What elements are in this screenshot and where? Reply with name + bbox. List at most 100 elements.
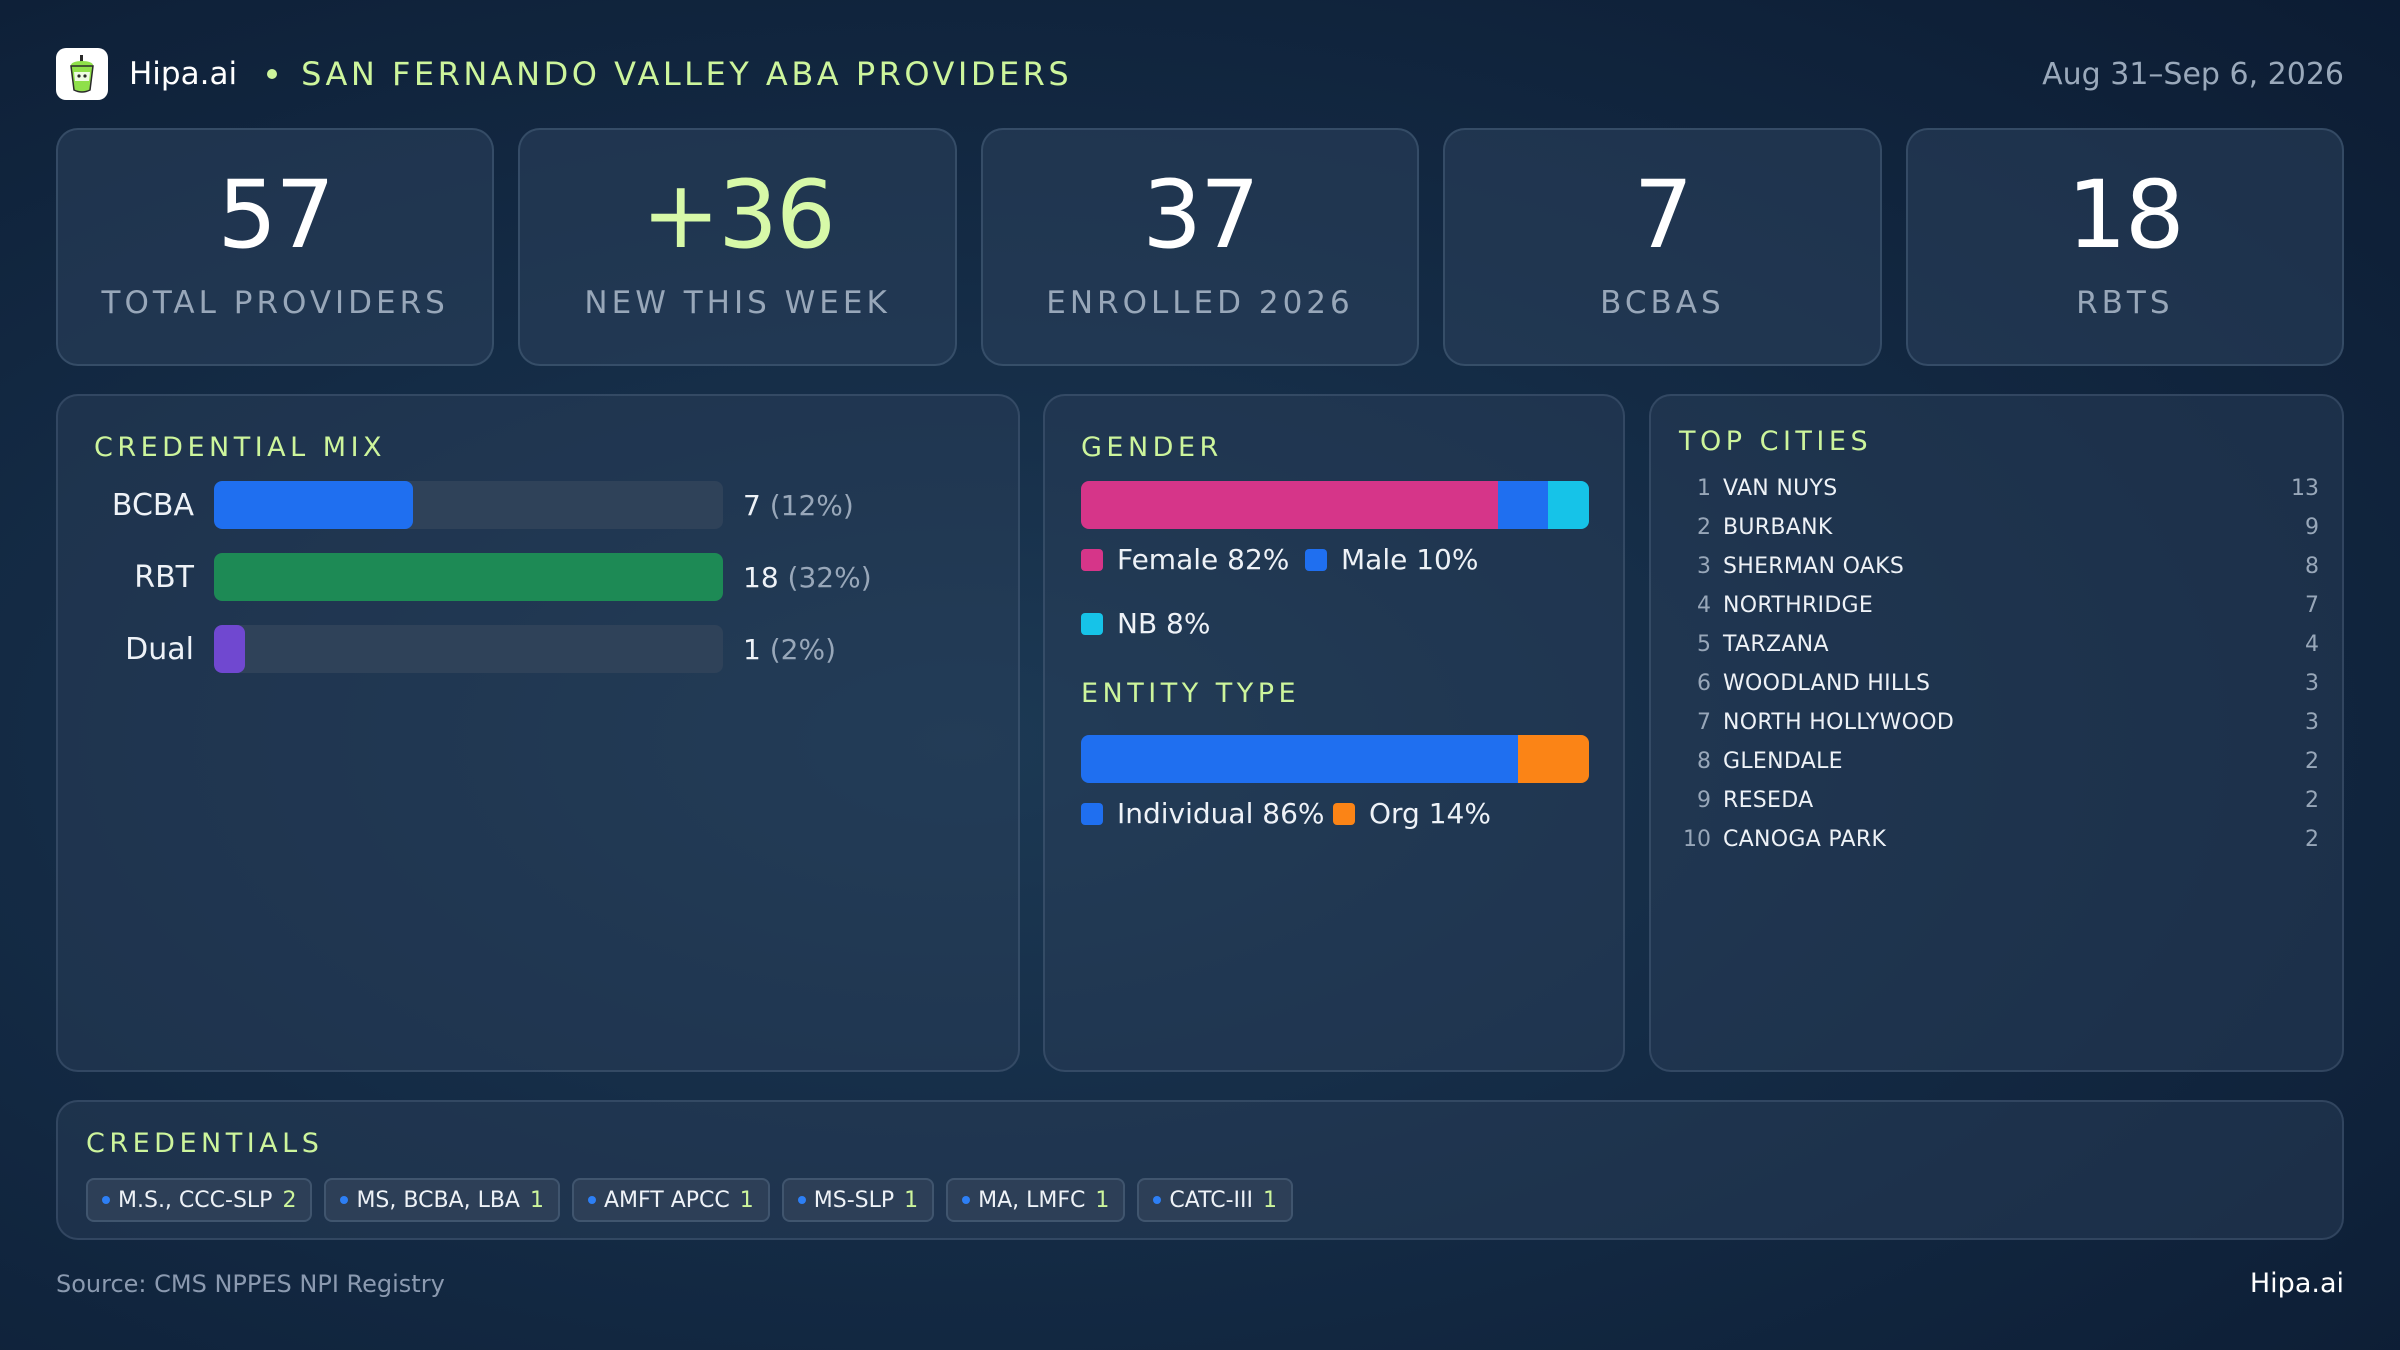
legend-swatch (1305, 548, 1327, 571)
credential-row-bcba: BCBA 7 (12%) (58, 481, 854, 529)
city-rank: 2 (1697, 515, 1711, 540)
footer-brand: Hipa.ai (2249, 1268, 2344, 1299)
separator-dot (267, 69, 278, 79)
city-rank: 6 (1697, 671, 1711, 696)
city-row: 2 BURBANK 9 (1679, 508, 2319, 547)
legend-label: Male 10% (1341, 543, 1479, 576)
stat-value: 18 (2067, 161, 2185, 270)
legend-swatch (1081, 612, 1103, 635)
date-range: Aug 31–Sep 6, 2026 (2042, 56, 2344, 92)
gender-segment-female (1081, 481, 1498, 529)
city-count: 13 (2291, 476, 2319, 501)
tag-count: 2 (282, 1187, 297, 1213)
stat-card-bcbas: 7 BCBAS (1443, 128, 1882, 366)
credential-tag[interactable]: AMFT APCC 1 (571, 1178, 770, 1222)
city-name: NORTH HOLLYWOOD (1723, 710, 1955, 735)
tag-label: M.S., CCC-SLP (118, 1187, 273, 1213)
stat-label: NEW THIS WEEK (584, 285, 891, 321)
city-rank: 10 (1683, 827, 1711, 852)
credential-row-rbt: RBT 18 (32%) (58, 553, 872, 601)
city-count: 9 (2305, 515, 2319, 540)
bullet-dot-icon (1153, 1196, 1162, 1204)
city-count: 3 (2305, 671, 2319, 696)
brand-name: Hipa.ai (129, 56, 238, 92)
city-row: 5 TARZANA 4 (1679, 625, 2319, 664)
legend-male: Male 10% (1305, 543, 1478, 576)
legend-org: Org 14% (1333, 797, 1491, 830)
city-rank: 4 (1697, 593, 1711, 618)
tag-label: MS-SLP (813, 1187, 895, 1213)
panel-title: ENTITY TYPE (1081, 678, 1301, 709)
stat-label: ENROLLED 2026 (1046, 285, 1354, 321)
stat-card-new-this-week: +36 NEW THIS WEEK (518, 128, 957, 366)
stat-value: +36 (641, 161, 835, 270)
logo (56, 48, 108, 100)
tag-count: 1 (529, 1187, 544, 1213)
bar-fill (214, 553, 723, 601)
legend-nb: NB 8% (1081, 607, 1210, 640)
credential-value: 1 (2%) (743, 633, 836, 666)
city-rank: 5 (1697, 632, 1711, 657)
city-row: 4 NORTHRIDGE 7 (1679, 586, 2319, 625)
stat-cards: 57 TOTAL PROVIDERS +36 NEW THIS WEEK 37 … (56, 128, 2345, 366)
city-count: 3 (2305, 710, 2319, 735)
legend-swatch (1081, 548, 1103, 571)
credential-row-dual: Dual 1 (2%) (58, 625, 836, 673)
tag-count: 1 (904, 1187, 919, 1213)
tag-label: MA, LMFC (978, 1187, 1086, 1213)
stat-label: RBTS (2076, 285, 2174, 321)
city-rank: 1 (1697, 476, 1711, 501)
legend-female: Female 82% (1081, 543, 1289, 576)
stat-card-total-providers: 57 TOTAL PROVIDERS (56, 128, 495, 366)
bar-fill (214, 481, 413, 529)
credential-percent: (32%) (787, 560, 872, 594)
city-rank: 7 (1697, 710, 1711, 735)
stat-card-rbts: 18 RBTS (1905, 128, 2345, 366)
city-name: NORTHRIDGE (1723, 593, 1874, 618)
drink-cup-icon (70, 55, 94, 93)
credential-tag[interactable]: MA, LMFC 1 (946, 1178, 1126, 1222)
city-row: 1 VAN NUYS 13 (1679, 469, 2319, 508)
bar-track (214, 553, 723, 601)
legend-swatch (1081, 802, 1103, 825)
stat-label: TOTAL PROVIDERS (101, 285, 449, 321)
city-rank: 8 (1697, 749, 1711, 774)
city-count: 7 (2305, 593, 2319, 618)
credential-tag[interactable]: MS-SLP 1 (781, 1178, 935, 1222)
credential-value: 7 (12%) (743, 489, 854, 522)
legend-label: Female 82% (1117, 543, 1290, 576)
panel-title: GENDER (1081, 432, 1223, 463)
credential-count: 7 (743, 488, 761, 522)
credential-tag[interactable]: MS, BCBA, LBA 1 (324, 1178, 560, 1222)
stat-value: 57 (217, 161, 335, 270)
credential-tag[interactable]: CATC-III 1 (1137, 1178, 1294, 1222)
city-count: 2 (2305, 827, 2319, 852)
credential-tag[interactable]: M.S., CCC-SLP 2 (86, 1178, 313, 1222)
top-cities-panel: TOP CITIES 1 VAN NUYS 13 2 BURBANK 9 3 SHERMA… (1649, 394, 2344, 1072)
credential-name: BCBA (111, 487, 194, 523)
tag-count: 1 (1263, 1187, 1278, 1213)
entity-stacked-bar (1081, 735, 1589, 783)
city-name: WOODLAND HILLS (1723, 671, 1931, 696)
gender-segment-nb (1548, 481, 1589, 529)
city-rank: 9 (1697, 788, 1711, 813)
tag-label: MS, BCBA, LBA (356, 1187, 520, 1213)
credential-percent: (2%) (769, 632, 837, 666)
city-count: 2 (2305, 749, 2319, 774)
city-count: 2 (2305, 788, 2319, 813)
gender-segment-male (1497, 481, 1549, 529)
bullet-dot-icon (962, 1196, 971, 1204)
credential-tags: M.S., CCC-SLP 2 MS, BCBA, LBA 1 AMFT APCC 1… (86, 1178, 1294, 1222)
city-name: CANOGA PARK (1723, 827, 1887, 852)
panel-title: CREDENTIAL MIX (94, 432, 387, 463)
bullet-dot-icon (102, 1196, 110, 1204)
stat-value: 7 (1633, 161, 1694, 270)
city-name: SHERMAN OAKS (1723, 554, 1905, 579)
stat-card-enrolled: 37 ENROLLED 2026 (980, 128, 1420, 366)
gender-panel: GENDER Female 82% Male 10% NB 8% ENTITY … (1043, 394, 1625, 1072)
city-row: 10 CANOGA PARK 2 (1679, 820, 2319, 859)
tag-label: AMFT APCC (603, 1187, 730, 1213)
credential-name: Dual (125, 631, 194, 667)
legend-label: NB 8% (1117, 607, 1211, 640)
panel-title: CREDENTIALS (86, 1128, 324, 1159)
